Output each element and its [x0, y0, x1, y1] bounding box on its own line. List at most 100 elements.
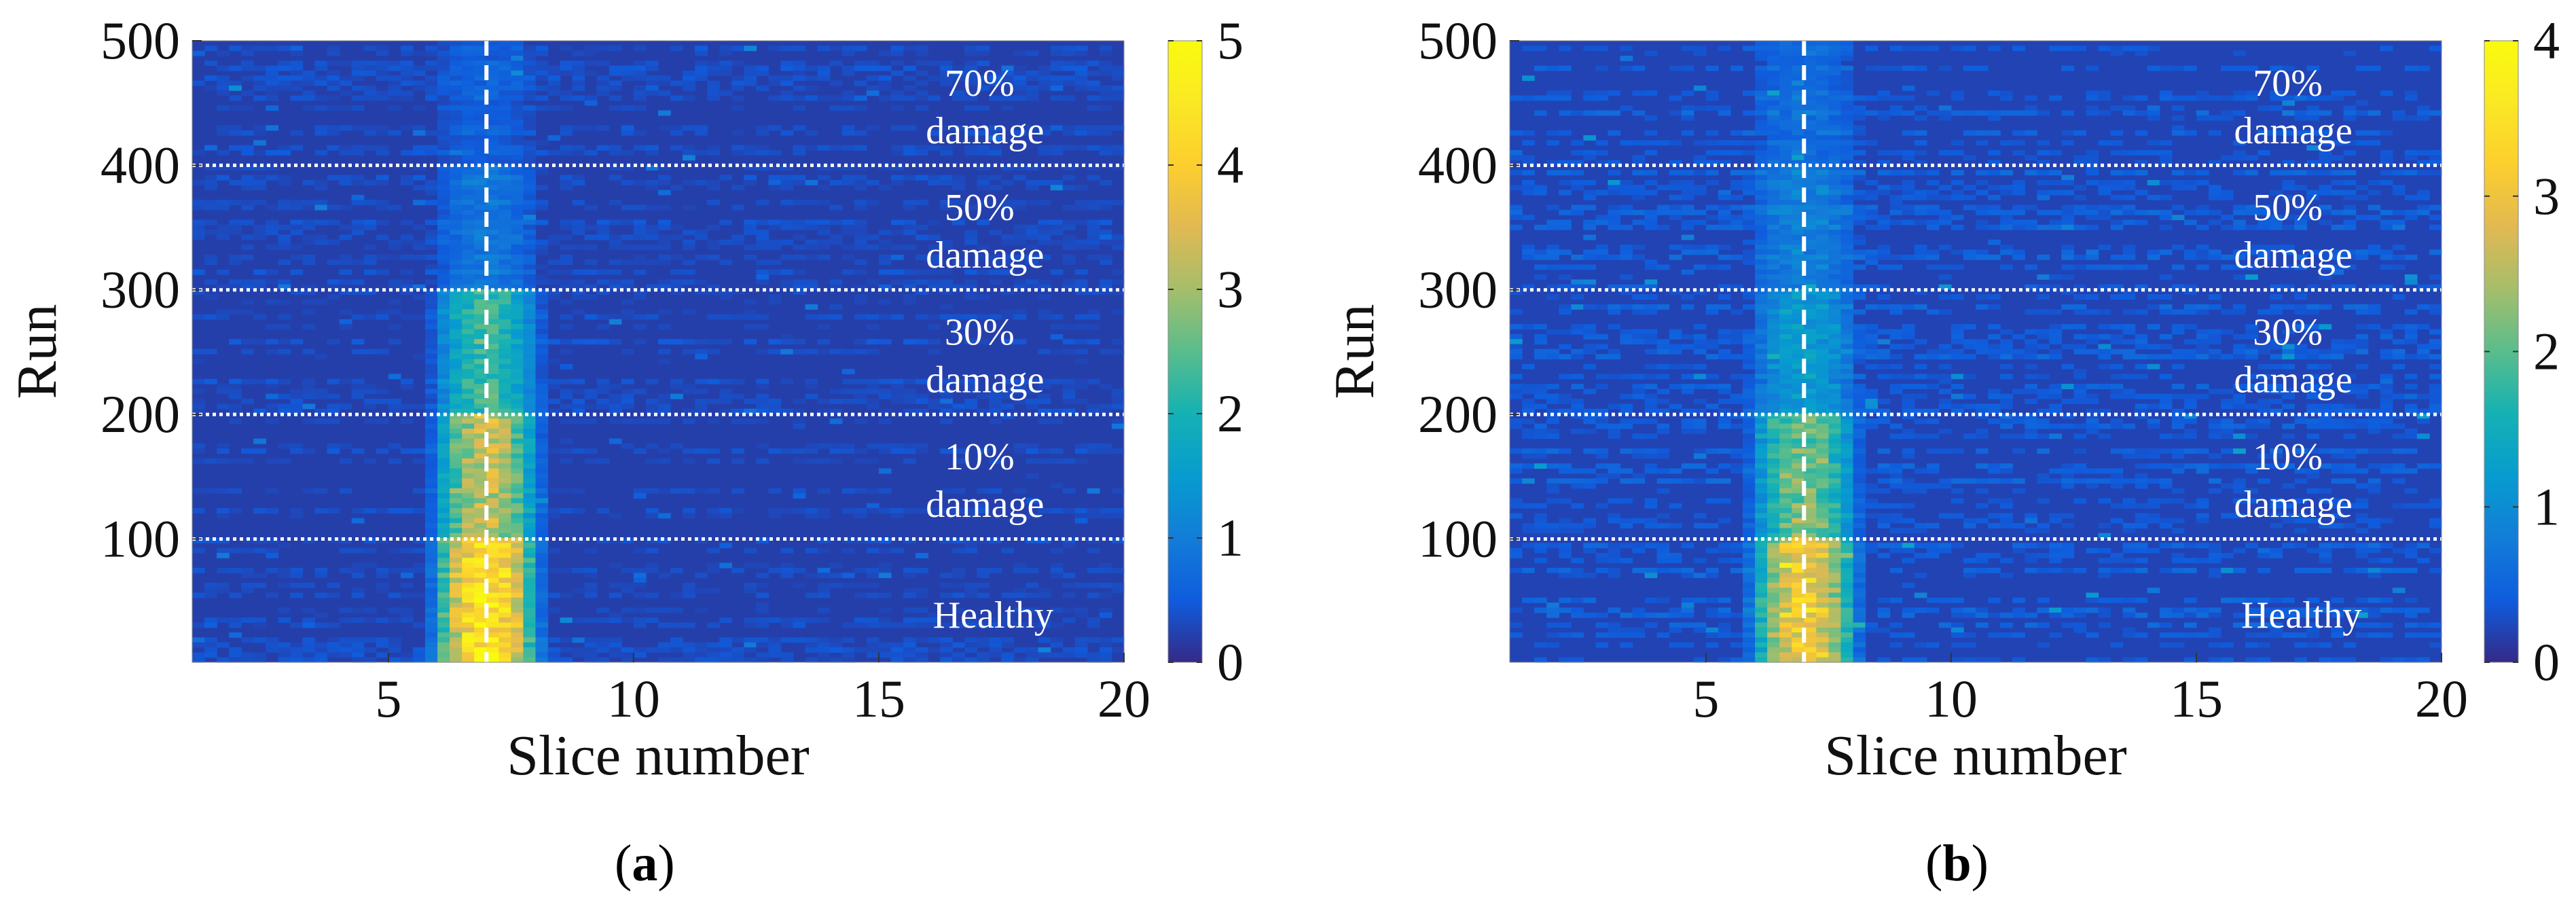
heatmap-cell [437, 423, 450, 429]
heatmap-cell [2122, 245, 2136, 250]
heatmap-cell [498, 588, 511, 594]
heatmap-cell [462, 319, 475, 325]
heatmap-cell [498, 194, 511, 200]
heatmap-cell [2319, 254, 2332, 260]
heatmap-cell [1583, 254, 1596, 260]
heatmap-cell [535, 245, 549, 250]
heatmap-cell [940, 573, 953, 579]
heatmap-cell [376, 180, 389, 185]
heatmap-cell [1693, 264, 1707, 270]
heatmap-cell [437, 120, 450, 126]
heatmap-cell [1608, 190, 1621, 196]
heatmap-cell [523, 95, 537, 101]
heatmap-cell [425, 429, 438, 434]
heatmap-cell [1111, 200, 1125, 206]
heatmap-cell [523, 513, 537, 519]
heatmap-cell [486, 230, 499, 236]
heatmap-cell [2025, 219, 2037, 226]
heatmap-cell [314, 389, 328, 395]
heatmap-cell [535, 150, 549, 156]
heatmap-cell [425, 478, 438, 484]
heatmap-cell [462, 239, 475, 245]
heatmap-cell [498, 632, 511, 638]
heatmap-cell [1087, 165, 1100, 170]
heatmap-cell [327, 642, 340, 648]
heatmap-cell [1013, 234, 1027, 240]
heatmap-cell [241, 105, 254, 111]
heatmap-cell [1988, 130, 2001, 136]
heatmap-cell [878, 65, 892, 71]
heatmap-cell [535, 637, 549, 643]
heatmap-cell [633, 46, 647, 52]
heatmap-cell [1902, 204, 1915, 211]
heatmap-cell [2392, 115, 2406, 121]
heatmap-cell [376, 617, 389, 623]
heatmap-cell [523, 607, 537, 613]
heatmap-cell [511, 239, 524, 245]
heatmap-cell [1062, 259, 1076, 265]
heatmap-cell [805, 200, 818, 206]
heatmap-cell [903, 393, 916, 399]
heatmap-cell [388, 254, 401, 260]
heatmap-cell [474, 85, 487, 91]
heatmap-cell [768, 399, 782, 404]
heatmap-cell [940, 508, 953, 514]
heatmap-cell [841, 180, 855, 185]
heatmap-cell [2147, 249, 2160, 255]
heatmap-cell [535, 354, 549, 360]
heatmap-cell [1926, 170, 1940, 176]
heatmap-cell [1669, 170, 1682, 176]
heatmap-cell [450, 588, 462, 594]
heatmap-cell [1087, 125, 1100, 131]
heatmap-cell [1050, 65, 1064, 71]
heatmap-cell [462, 90, 475, 96]
heatmap-cell [363, 617, 377, 623]
heatmap-cell [2037, 170, 2050, 176]
heatmap-cell [707, 378, 720, 384]
heatmap-cell [523, 547, 537, 554]
heatmap-cell [302, 80, 316, 86]
heatmap-cell [866, 399, 879, 404]
heatmap-cell [2404, 215, 2418, 221]
heatmap-cell [1681, 90, 1694, 96]
heatmap-cell [1705, 245, 1719, 250]
heatmap-cell [609, 652, 622, 658]
heatmap-cell [1804, 245, 1817, 250]
heatmap-cell [217, 80, 230, 86]
heatmap-cell [450, 160, 462, 166]
heatmap-cell [854, 204, 867, 211]
heatmap-cell [1865, 209, 1879, 215]
heatmap-cell [1050, 239, 1064, 245]
heatmap-cell [977, 165, 990, 170]
heatmap-cell [560, 488, 573, 494]
heatmap-cell [192, 657, 205, 663]
heatmap-cell [2306, 170, 2320, 176]
heatmap-cell [511, 393, 524, 399]
heatmap-cell [977, 245, 990, 250]
heatmap-cell [964, 622, 977, 628]
heatmap-cell [523, 468, 537, 474]
heatmap-cell [1534, 110, 1547, 116]
heatmap-cell [964, 269, 977, 275]
heatmap-cell [462, 269, 475, 275]
heatmap-cell [302, 637, 316, 643]
heatmap-cell [204, 185, 217, 191]
heatmap-cell [327, 259, 340, 265]
heatmap-cell [707, 65, 720, 71]
heatmap-cell [829, 204, 843, 211]
heatmap-cell [1050, 652, 1064, 658]
heatmap-cell [314, 150, 328, 156]
heatmap-cell [2221, 224, 2234, 230]
heatmap-cell [2209, 190, 2221, 196]
heatmap-cell [866, 647, 879, 653]
heatmap-cell [1099, 592, 1112, 598]
heatmap-cell [425, 384, 438, 389]
heatmap-cell [535, 553, 549, 558]
heatmap-cell [1026, 443, 1039, 449]
heatmap-cell [363, 254, 377, 260]
heatmap-cell [351, 125, 365, 131]
heatmap-cell [1669, 180, 1682, 185]
heatmap-cell [437, 274, 450, 280]
heatmap-cell [793, 150, 806, 156]
heatmap-cell [1816, 130, 1829, 136]
